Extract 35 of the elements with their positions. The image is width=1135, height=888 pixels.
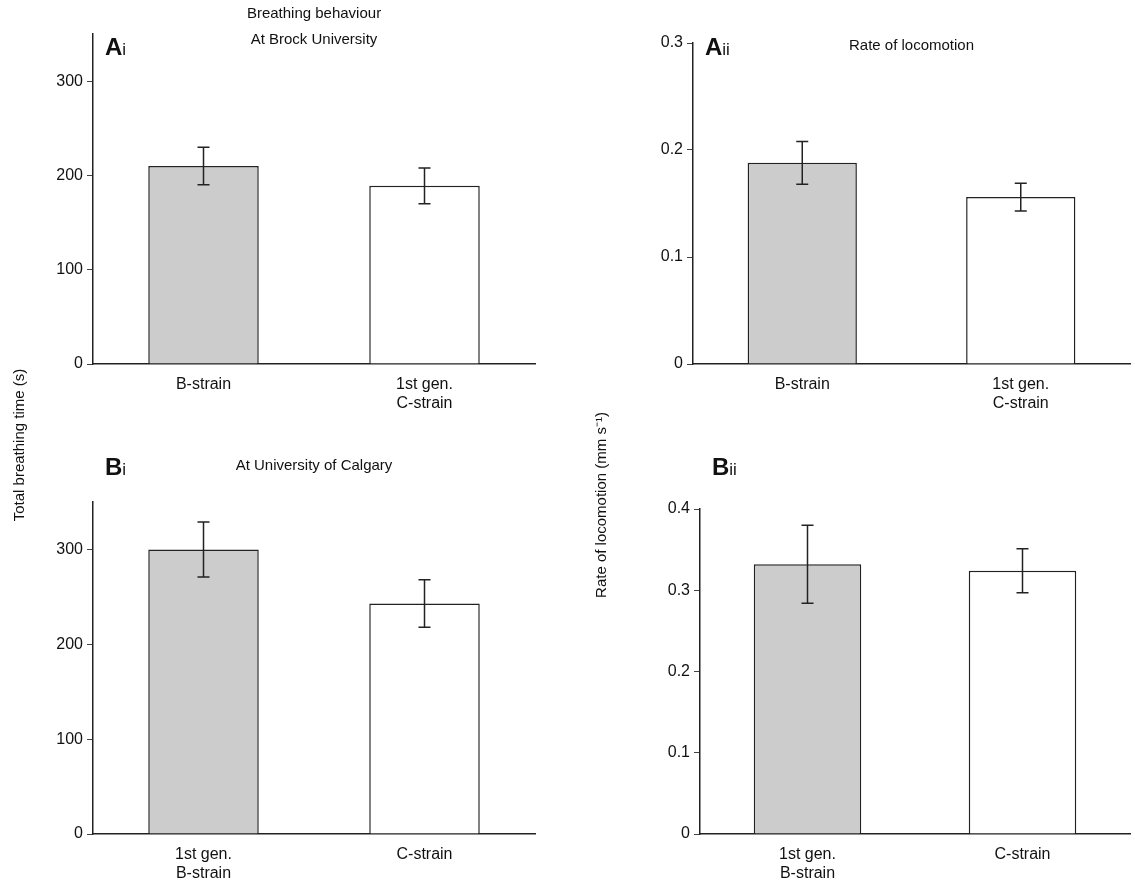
y-tick-label: 0.2	[660, 140, 684, 158]
y-tick-label: 300	[56, 539, 84, 557]
y-tick-label: 0.4	[667, 499, 691, 517]
y-tick-label: 100	[56, 729, 84, 747]
x-tick-label: 1st gen. C-strain	[396, 375, 453, 412]
x-tick-label: 1st gen. C-strain	[992, 375, 1050, 412]
x-tick-label: B-strain	[175, 375, 232, 393]
annotation: Aii	[705, 32, 730, 60]
y-axis-title: Total breathing time (s)	[9, 368, 27, 522]
y-tick-label: 0	[674, 354, 684, 372]
chart-title: Rate of locomotion	[848, 36, 975, 54]
y-tick-label: 300	[56, 71, 84, 89]
y-tick-label: 0.3	[667, 580, 691, 598]
x-tick-label: 1st gen. B-strain	[175, 845, 232, 882]
y-tick-label: 0.3	[660, 33, 684, 51]
y-tick-label: 200	[56, 165, 84, 183]
x-tick-label: C-strain	[994, 845, 1051, 863]
x-tick-label: 1st gen. B-strain	[779, 845, 836, 882]
y-tick-label: 0.2	[667, 661, 691, 679]
y-tick-label: 100	[56, 260, 84, 278]
y-tick-label: 0	[681, 824, 691, 842]
y-tick-label: 0.1	[667, 743, 691, 761]
x-tick-label: C-strain	[396, 845, 453, 863]
y-tick-label: 0	[74, 824, 84, 842]
y-axis-title: Rate of locomotion (mm s⁻¹)	[591, 412, 610, 598]
annotation: Ai	[105, 32, 127, 60]
y-tick-label: 0	[74, 354, 84, 372]
y-tick-label: 200	[56, 634, 84, 652]
chart-title: At University of Calgary	[235, 456, 393, 474]
y-tick-label: 0.1	[660, 247, 684, 265]
text: Bii	[712, 452, 737, 480]
x-tick-label: B-strain	[774, 375, 830, 393]
text: Bi	[105, 452, 127, 480]
chart-title: Breathing behaviour	[246, 4, 382, 22]
chart-subtitle: At Brock University	[250, 30, 378, 48]
